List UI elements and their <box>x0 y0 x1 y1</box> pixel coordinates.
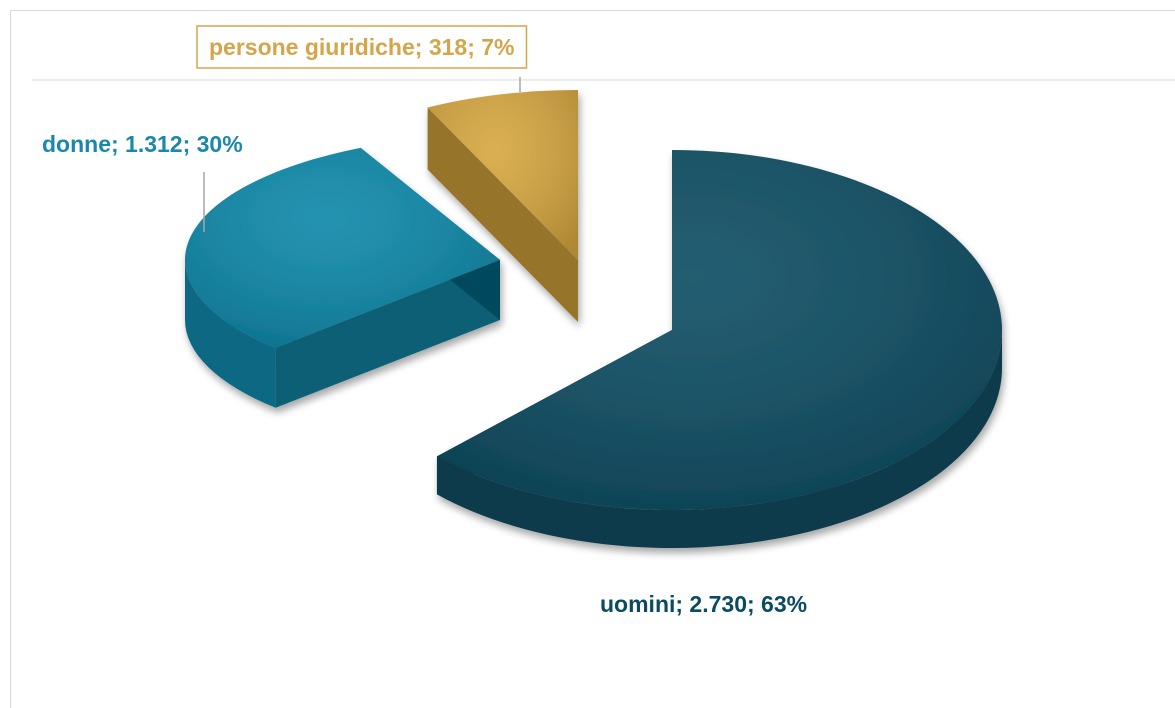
data-label-box-persone-giuridiche <box>196 25 528 69</box>
chart-area <box>10 10 1175 708</box>
slice-uomini <box>436 150 1002 548</box>
slice-persone-giuridiche <box>427 90 578 322</box>
data-label-persone-giuridiche: persone giuridiche; 318; 7% <box>209 34 514 60</box>
slice-donne <box>184 147 500 408</box>
data-label-uomini: uomini; 2.730; 63% <box>600 591 807 617</box>
data-label-donne: donne; 1.312; 30% <box>42 131 243 157</box>
